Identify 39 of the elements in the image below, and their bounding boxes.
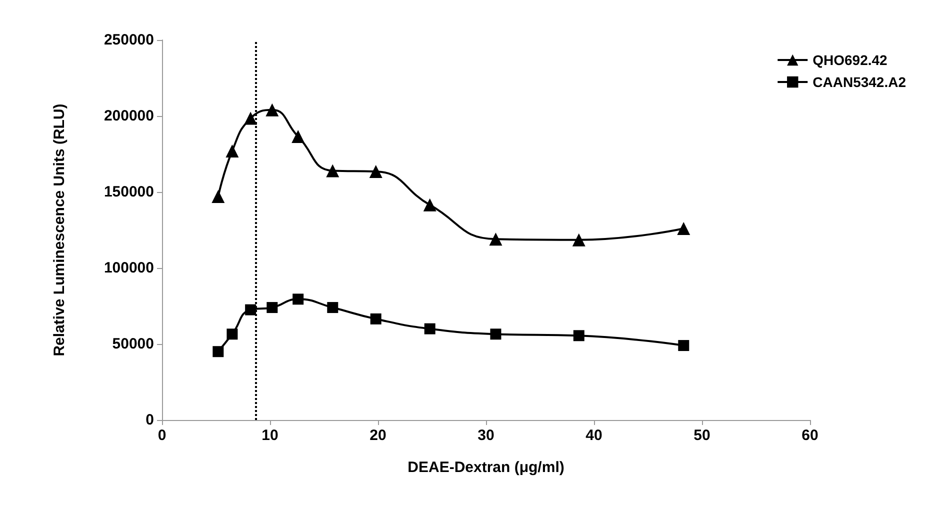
point: [266, 302, 278, 314]
point: [369, 164, 382, 178]
point: [677, 222, 690, 235]
y-tick-label: 100000: [104, 260, 154, 276]
point: [292, 130, 305, 144]
point: [370, 313, 382, 324]
point: [424, 323, 436, 334]
point: [490, 328, 502, 340]
point: [244, 112, 258, 125]
legend-label: CAAN5342.A2: [812, 74, 906, 90]
x-tick-label: 10: [262, 427, 278, 444]
point: [326, 164, 340, 178]
point: [226, 144, 239, 158]
x-tick-label: 40: [586, 427, 602, 444]
point: [245, 304, 256, 316]
point: [266, 103, 279, 116]
point: [327, 302, 338, 314]
point: [212, 190, 225, 204]
x-tick-label: 50: [694, 427, 710, 444]
x-tick-label: 30: [478, 427, 494, 444]
y-tick-label: 50000: [112, 336, 154, 352]
point: [423, 198, 436, 212]
point: [226, 328, 238, 340]
point: [573, 330, 584, 342]
x-tick-label: 20: [370, 427, 386, 444]
point: [678, 340, 690, 352]
legend-label: QHO692.42: [812, 52, 888, 68]
x-tick-label: 60: [802, 427, 818, 444]
y-tick-label: 200000: [104, 108, 154, 124]
point: [572, 233, 586, 246]
x-tick-label: 0: [158, 427, 166, 444]
point: [212, 346, 224, 358]
y-axis-title: Relative Luminescence Units (RLU): [51, 104, 68, 356]
y-tick-label: 0: [146, 412, 154, 428]
x-axis-title: DEAE-Dextran (μg/ml): [408, 459, 564, 476]
y-tick-label: 250000: [104, 32, 154, 48]
point: [489, 232, 502, 246]
point: [292, 294, 304, 305]
y-tick-label: 150000: [104, 184, 154, 200]
